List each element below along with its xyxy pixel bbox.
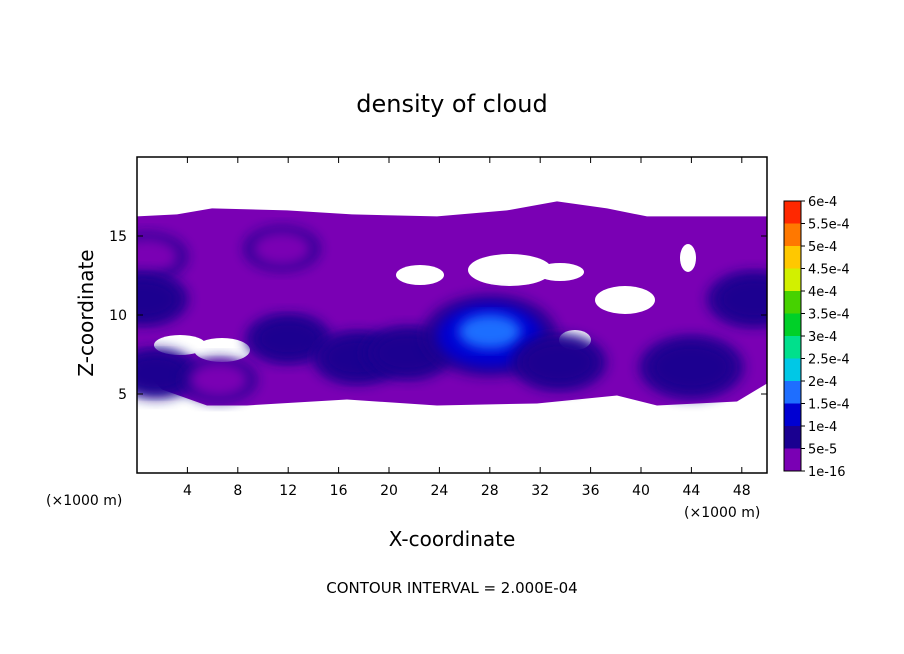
colorbar-label: 5e-5	[808, 443, 837, 458]
y-tick-label: 10	[109, 308, 127, 324]
plot-area	[137, 157, 767, 473]
x-tick-label: 36	[582, 483, 600, 499]
colorbar: 1e-16 5e-5 1e-4 1.5e-4 2e-4 2.5e-4 3e-4 3.5e-4 4…	[783, 195, 850, 480]
cloud-core	[189, 362, 249, 397]
colorbar-swatch	[784, 268, 801, 291]
x-origin-unit: (×1000 m)	[46, 493, 122, 509]
colorbar-swatch	[784, 403, 801, 426]
clear-air-gap	[680, 244, 696, 272]
colorbar-label: 1e-4	[808, 420, 837, 435]
y-axis-title: Z-coordinate	[74, 249, 98, 376]
x-tick-label: 40	[632, 483, 650, 499]
colorbar-label: 1.5e-4	[808, 398, 850, 413]
x-axis-unit: (×1000 m)	[684, 505, 760, 521]
y-axis: 5 10 15	[109, 229, 767, 403]
x-tick-label: 48	[733, 483, 751, 499]
colorbar-label: 4e-4	[808, 285, 837, 300]
colorbar-swatch	[784, 291, 801, 314]
colorbar-swatch	[784, 313, 801, 336]
y-tick-label: 5	[118, 387, 127, 403]
clear-air-gap	[536, 263, 584, 281]
colorbar-label: 6e-4	[808, 195, 837, 210]
x-tick-label: 32	[531, 483, 549, 499]
cloud-core	[717, 277, 767, 322]
colorbar-swatch	[784, 223, 801, 246]
x-tick-label: 12	[279, 483, 297, 499]
cloud-core	[137, 238, 179, 275]
colorbar-label: 4.5e-4	[808, 263, 850, 278]
cloud-core	[137, 353, 190, 394]
x-axis-title: X-coordinate	[389, 527, 516, 551]
cloud-core	[137, 278, 179, 320]
clear-air-gap	[595, 286, 655, 314]
colorbar-swatch	[784, 448, 801, 471]
x-axis: 4 8 12 16 20 24 28 32 36 40 44 48	[183, 157, 751, 499]
colorbar-label: 5.5e-4	[808, 218, 850, 233]
clear-air-gap	[468, 254, 552, 286]
colorbar-swatch	[784, 381, 801, 404]
colorbar-label: 2e-4	[808, 375, 837, 390]
colorbar-label: 5e-4	[808, 240, 837, 255]
colorbar-label: 3.5e-4	[808, 308, 850, 323]
colorbar-label: 3e-4	[808, 330, 837, 345]
cloud-core-peak	[458, 314, 522, 349]
cloud-core	[650, 342, 733, 392]
x-tick-label: 8	[233, 483, 242, 499]
colorbar-swatch	[784, 336, 801, 359]
colorbar-swatch	[784, 246, 801, 269]
x-tick-label: 20	[380, 483, 398, 499]
contour-interval: CONTOUR INTERVAL = 2.000E-04	[326, 579, 577, 597]
cloud-core	[252, 231, 312, 266]
x-tick-label: 24	[430, 483, 448, 499]
colorbar-swatch	[784, 426, 801, 449]
x-tick-label: 4	[183, 483, 192, 499]
colorbar-swatch	[784, 358, 801, 381]
cloud-core	[255, 319, 322, 359]
colorbar-label: 2.5e-4	[808, 353, 850, 368]
cloud-core	[522, 340, 597, 385]
cloud-layer	[137, 201, 767, 406]
clear-air-gap	[194, 338, 250, 362]
x-tick-label: 44	[682, 483, 700, 499]
x-tick-label: 28	[481, 483, 499, 499]
x-tick-label: 16	[330, 483, 348, 499]
chart-title: density of cloud	[356, 90, 547, 118]
clear-air-gap	[396, 265, 444, 285]
colorbar-label: 1e-16	[808, 465, 846, 480]
colorbar-swatch	[784, 201, 801, 224]
y-tick-label: 15	[109, 229, 127, 245]
